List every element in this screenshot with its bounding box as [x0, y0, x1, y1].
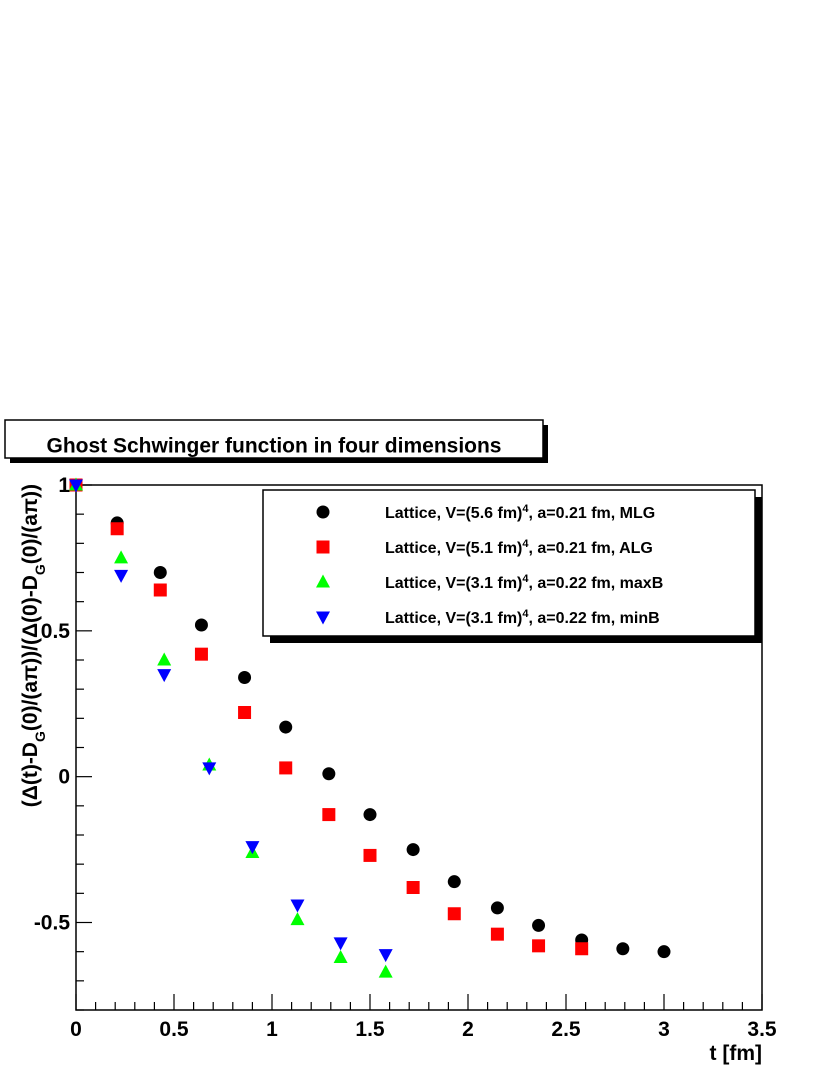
data-marks	[69, 477, 671, 978]
x-tick-label: 1.5	[355, 1018, 385, 1041]
legend-marker	[316, 611, 330, 625]
data-point	[69, 479, 83, 493]
chart-title-box: Ghost Schwinger function in four dimensi…	[4, 419, 548, 463]
y-tick-label: 0.5	[41, 620, 71, 643]
data-point	[290, 912, 305, 926]
data-point	[238, 671, 252, 684]
y-tick-label: 0	[58, 766, 70, 789]
data-point	[575, 942, 589, 956]
x-tick-label: 3	[658, 1018, 670, 1041]
data-point	[363, 808, 377, 822]
x-tick-label: 3.5	[747, 1018, 777, 1041]
data-point	[279, 761, 293, 775]
legend-label: Lattice, V=(3.1 fm)4, a=0.22 fm, minB	[385, 608, 660, 627]
data-point	[378, 964, 393, 978]
y-tick-label: 1	[58, 474, 70, 497]
series-triangle-down	[69, 479, 393, 963]
series-circle	[69, 478, 671, 959]
data-point	[110, 522, 124, 536]
data-point	[322, 767, 336, 781]
x-tick-label: 2	[462, 1018, 474, 1041]
data-point	[490, 901, 504, 915]
legend-label: Lattice, V=(3.1 fm)4, a=0.22 fm, maxB	[385, 573, 663, 592]
data-point	[322, 808, 336, 822]
data-point	[238, 706, 252, 719]
data-point	[153, 583, 167, 597]
x-tick-label: 0.5	[159, 1018, 189, 1041]
data-point	[406, 881, 420, 894]
chart-title: Ghost Schwinger function in four dimensi…	[46, 435, 501, 458]
data-point	[378, 949, 393, 963]
x-tick-label: 2.5	[551, 1018, 581, 1041]
y-tick-label: -0.5	[34, 912, 71, 935]
x-tick-label: 1	[266, 1018, 278, 1041]
legend-marker	[316, 505, 330, 519]
data-point	[447, 875, 461, 889]
data-point	[279, 720, 293, 734]
data-point	[157, 652, 172, 666]
legend-label: Lattice, V=(5.1 fm)4, a=0.21 fm, ALG	[385, 538, 653, 557]
data-point	[114, 550, 129, 564]
data-point	[194, 618, 208, 632]
data-point	[194, 647, 208, 661]
axes: 0 0.5 1 1.5 2 2.5 3 3.5 -0.5 0 0.5 1	[34, 474, 777, 1041]
data-point	[245, 841, 260, 855]
data-point	[406, 843, 420, 857]
data-point	[447, 907, 461, 921]
legend-label: Lattice, V=(5.6 fm)4, a=0.21 fm, MLG	[385, 503, 655, 522]
data-point	[202, 762, 217, 776]
legend-marker	[316, 574, 330, 588]
data-point	[290, 899, 305, 913]
data-point	[114, 569, 129, 583]
y-axis-title: (Δ(t)-DG(0)/(aπ))/(Δ(0)-DG(0)/(aπ))	[19, 484, 48, 807]
data-point	[532, 939, 546, 953]
data-point	[333, 937, 348, 951]
x-axis-title: t [fm]	[710, 1042, 762, 1065]
data-point	[333, 950, 348, 963]
legend-marker	[316, 540, 330, 554]
data-point	[532, 918, 546, 932]
data-point	[657, 945, 671, 959]
x-tick-label: 0	[70, 1018, 82, 1041]
data-point	[153, 566, 167, 579]
data-point	[363, 848, 377, 862]
legend: Lattice, V=(5.6 fm)4, a=0.21 fm, MLG Latt…	[262, 489, 762, 643]
data-point	[157, 669, 172, 683]
data-point	[616, 942, 630, 956]
data-point	[490, 927, 504, 941]
